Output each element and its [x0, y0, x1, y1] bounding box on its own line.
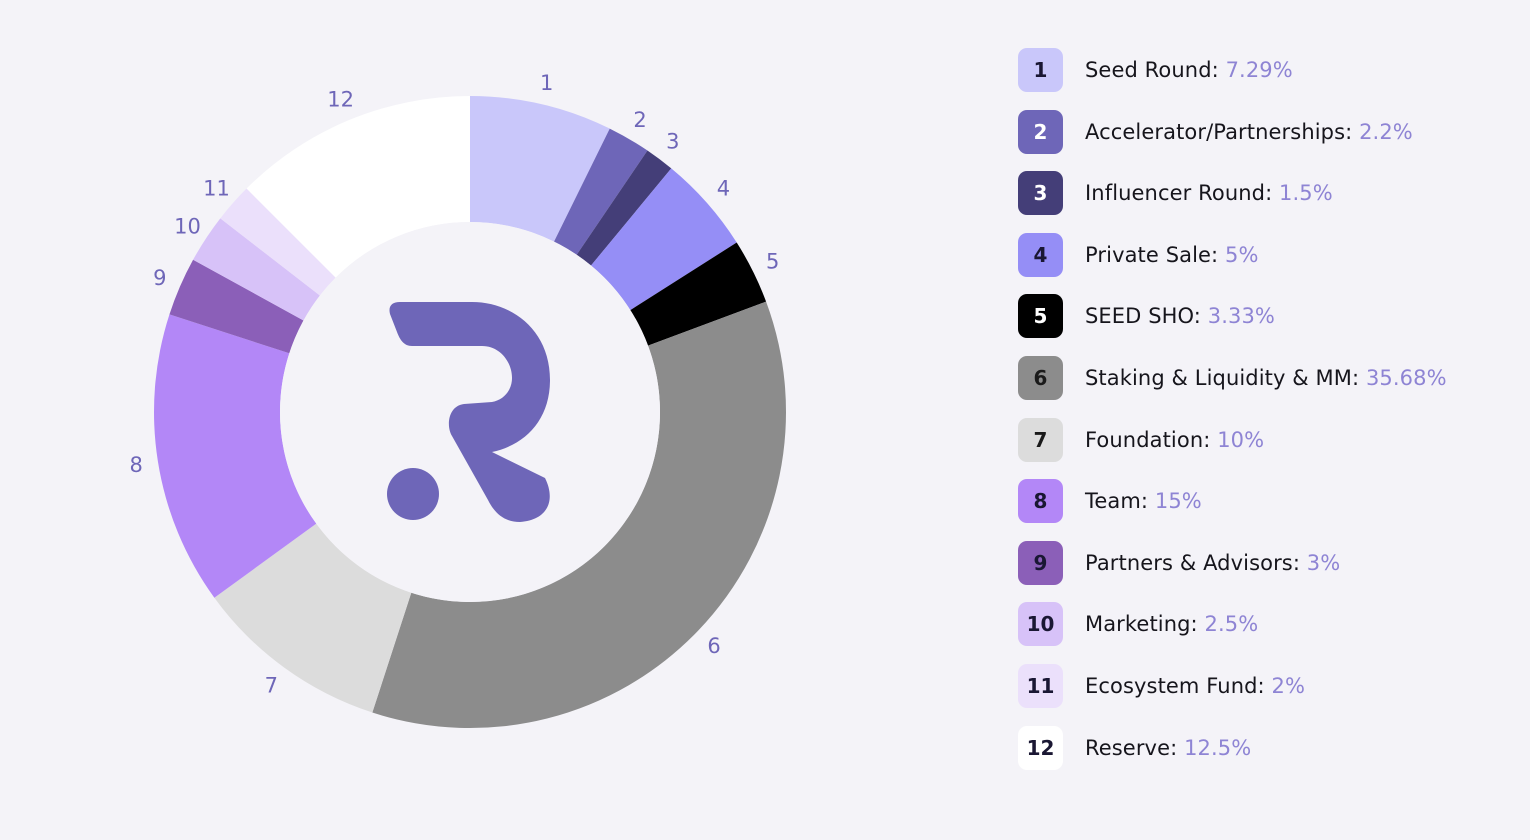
- legend-badge: 4: [1018, 232, 1063, 277]
- letter-r-logo: [387, 302, 550, 522]
- legend-label-value: 3%: [1306, 550, 1341, 575]
- slice-number-label-8: 8: [129, 453, 142, 477]
- legend-badge: 12: [1018, 725, 1063, 770]
- legend-label: SEED SHO: 3.33%: [1085, 304, 1275, 328]
- donut-slice-3: [576, 150, 672, 266]
- donut-slice-2: [554, 128, 648, 255]
- legend-label-value: 1.5%: [1279, 181, 1333, 206]
- legend-label-value: 10%: [1217, 427, 1265, 452]
- legend-badge: 8: [1018, 479, 1063, 524]
- donut-slice-5: [630, 242, 767, 346]
- legend-label-value: 35.68%: [1365, 365, 1447, 390]
- legend-badge: 10: [1018, 602, 1063, 647]
- donut-slice-4: [591, 168, 737, 311]
- donut-slice-11: [220, 188, 336, 296]
- legend-label-value: 12.5%: [1184, 735, 1252, 760]
- legend-item-3: 3 Influencer Round: 1.5%: [1018, 171, 1518, 216]
- legend-badge: 1: [1018, 48, 1063, 92]
- legend-badge: 2: [1018, 109, 1063, 154]
- legend-badge: 5: [1018, 294, 1063, 339]
- slice-number-label-5: 5: [766, 249, 779, 273]
- legend-label-value: 15%: [1154, 489, 1202, 514]
- legend-label-name: SEED SHO:: [1085, 304, 1208, 329]
- donut-slice-1: [470, 96, 610, 242]
- legend-label: Accelerator/Partnerships: 2.2%: [1085, 120, 1413, 144]
- legend-label: Private Sale: 5%: [1085, 243, 1259, 267]
- donut-slice-7: [214, 523, 412, 713]
- slice-number-label-2: 2: [633, 108, 646, 132]
- legend: 1 Seed Round: 7.29% 2 Accelerator/Partnersh…: [1018, 48, 1518, 787]
- logo-r-shape: [389, 302, 550, 522]
- slice-number-label-1: 1: [540, 71, 553, 95]
- legend-badge: 9: [1018, 540, 1063, 585]
- legend-badge: 3: [1018, 171, 1063, 216]
- donut-slice-6: [372, 301, 786, 728]
- legend-item-7: 7 Foundation: 10%: [1018, 417, 1518, 462]
- legend-badge: 11: [1018, 663, 1063, 708]
- legend-item-5: 5 SEED SHO: 3.33%: [1018, 294, 1518, 339]
- donut-slice-8: [154, 314, 317, 598]
- legend-label-value: 2.2%: [1359, 119, 1413, 144]
- legend-item-6: 6 Staking & Liquidity & MM: 35.68%: [1018, 355, 1518, 400]
- legend-item-4: 4 Private Sale: 5%: [1018, 232, 1518, 277]
- legend-label: Team: 15%: [1085, 489, 1202, 513]
- slice-number-label-12: 12: [327, 88, 354, 112]
- legend-item-11: 11 Ecosystem Fund: 2%: [1018, 663, 1518, 708]
- legend-label-name: Staking & Liquidity & MM:: [1085, 365, 1366, 390]
- donut-slice-9: [169, 259, 304, 354]
- legend-label-name: Influencer Round:: [1085, 181, 1280, 206]
- legend-label: Influencer Round: 1.5%: [1085, 181, 1333, 205]
- legend-label: Partners & Advisors: 3%: [1085, 551, 1340, 575]
- legend-label: Ecosystem Fund: 2%: [1085, 674, 1305, 698]
- legend-label-name: Marketing:: [1085, 612, 1205, 637]
- legend-label-name: Ecosystem Fund:: [1085, 673, 1272, 698]
- logo-dot: [387, 468, 439, 520]
- legend-item-2: 2 Accelerator/Partnerships: 2.2%: [1018, 109, 1518, 154]
- slice-number-label-3: 3: [666, 130, 679, 154]
- legend-label-value: 3.33%: [1207, 304, 1275, 329]
- legend-label-name: Team:: [1085, 489, 1155, 514]
- legend-label-name: Partners & Advisors:: [1085, 550, 1307, 575]
- slice-number-label-11: 11: [203, 176, 230, 200]
- legend-item-10: 10 Marketing: 2.5%: [1018, 602, 1518, 647]
- donut-slice-12: [246, 96, 470, 278]
- slice-number-label-4: 4: [717, 176, 730, 200]
- legend-label-value: 7.29%: [1225, 58, 1293, 82]
- legend-label-name: Reserve:: [1085, 735, 1185, 760]
- donut-slices: [154, 96, 786, 728]
- legend-item-1: 1 Seed Round: 7.29%: [1018, 48, 1518, 92]
- legend-label: Reserve: 12.5%: [1085, 736, 1251, 760]
- legend-label-value: 2.5%: [1204, 612, 1259, 637]
- legend-item-8: 8 Team: 15%: [1018, 479, 1518, 524]
- legend-item-12: 12 Reserve: 12.5%: [1018, 725, 1518, 770]
- legend-badge: 6: [1018, 355, 1063, 400]
- legend-label-name: Seed Round:: [1085, 58, 1226, 82]
- legend-label-name: Accelerator/Partnerships:: [1085, 119, 1360, 144]
- legend-label: Staking & Liquidity & MM: 35.68%: [1085, 366, 1447, 390]
- legend-label-value: 2%: [1271, 673, 1306, 698]
- slice-number-label-6: 6: [707, 634, 720, 658]
- slice-number-label-10: 10: [174, 214, 201, 238]
- legend-label: Seed Round: 7.29%: [1085, 58, 1293, 82]
- legend-label: Foundation: 10%: [1085, 428, 1264, 452]
- legend-label: Marketing: 2.5%: [1085, 612, 1258, 636]
- legend-badge: 7: [1018, 417, 1063, 462]
- legend-label-value: 5%: [1225, 242, 1259, 267]
- legend-label-name: Private Sale:: [1085, 242, 1225, 267]
- slice-number-label-9: 9: [153, 266, 166, 290]
- legend-label-name: Foundation:: [1085, 427, 1218, 452]
- donut-slice-10: [193, 218, 320, 321]
- legend-item-9: 9 Partners & Advisors: 3%: [1018, 540, 1518, 585]
- slice-number-label-7: 7: [265, 673, 278, 697]
